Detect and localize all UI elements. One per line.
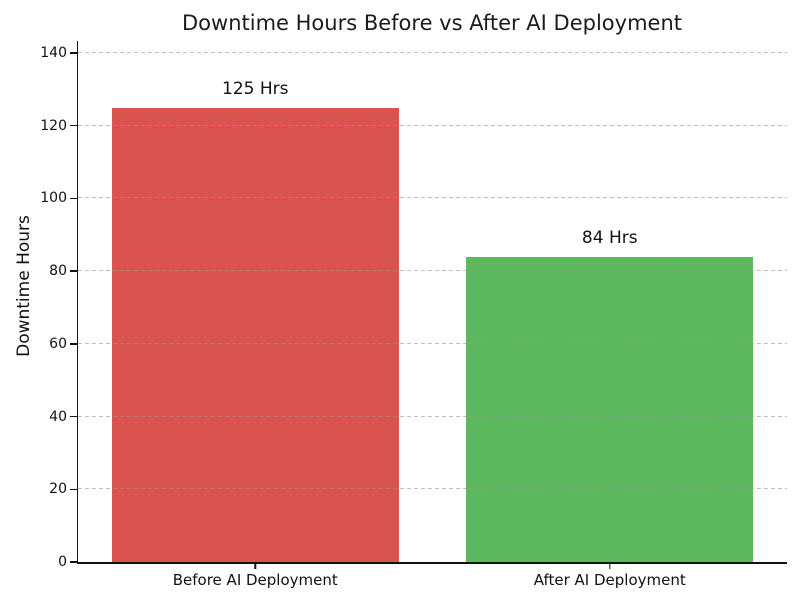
y-tick-label: 80 [49,263,67,280]
plot-area: 125 Hrs 84 Hrs 0 20 40 60 80 100 120 140 Before A… [40,41,787,589]
y-tick-label: 60 [49,335,67,352]
y-tick-mark [69,343,77,345]
bar-after-ai-deployment [466,256,754,562]
y-tick-label: 20 [49,481,67,498]
bar-value-label: 125 Hrs [222,78,289,99]
y-tick-mark [69,125,77,127]
x-tick-mark [609,564,611,569]
y-tick-mark [69,197,77,200]
y-tick-mark [69,270,77,272]
x-tick-mark [254,564,256,569]
x-tick-label: Before AI Deployment [172,571,338,589]
y-tick-label: 120 [40,117,67,134]
y-tick-label: 40 [49,408,67,425]
y-tick-label: 0 [58,554,67,570]
y-tick-mark [69,52,77,54]
y-axis-label: Downtime Hours [14,215,34,357]
y-tick-mark [69,561,77,563]
chart-title: Downtime Hours Before vs After AI Deploy… [182,11,682,35]
y-tick-label: 100 [40,190,67,207]
x-tick-label: After AI Deployment [533,571,686,589]
y-tick-mark [69,415,77,418]
bar-value-label: 84 Hrs [581,227,638,248]
y-tick-mark [69,488,77,490]
bar-before-ai-deployment [111,107,399,562]
y-tick-label: 140 [40,45,67,61]
axis-ticks-layer: 0 20 40 60 80 100 120 140 Before AI Deployment Af… [40,41,787,589]
bars-layer: 125 Hrs 84 Hrs [78,41,787,562]
